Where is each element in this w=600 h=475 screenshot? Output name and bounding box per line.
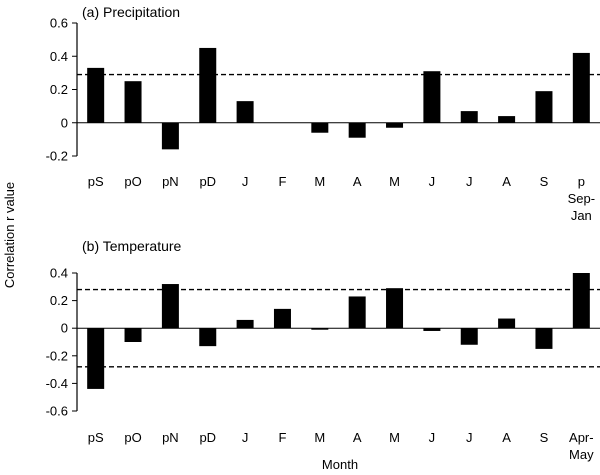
precipitation-bar bbox=[199, 47, 217, 123]
temperature-bar bbox=[199, 328, 217, 347]
precipitation-category-label: pD bbox=[199, 174, 216, 189]
precipitation-category-label: Jan bbox=[571, 208, 592, 223]
temperature-y-tick-label: 0.2 bbox=[50, 293, 68, 308]
precipitation-bar bbox=[348, 122, 366, 138]
y-axis-title: Correlation r value bbox=[2, 182, 17, 288]
precipitation-bar bbox=[572, 52, 590, 123]
precipitation-category-label: A bbox=[502, 174, 511, 189]
precipitation-bar bbox=[535, 91, 553, 123]
temperature-bar bbox=[273, 308, 291, 329]
temperature-category-label: J bbox=[466, 430, 473, 445]
temperature-y-tick-label: 0 bbox=[61, 321, 68, 336]
precipitation-panel-title: (a) Precipitation bbox=[82, 4, 180, 20]
temperature-category-label: May bbox=[569, 447, 594, 462]
temperature-y-tick-label: -0.2 bbox=[46, 348, 68, 363]
temperature-category-label: A bbox=[502, 430, 511, 445]
temperature-bar bbox=[423, 328, 441, 331]
temperature-y-tick-label: -0.6 bbox=[46, 404, 68, 419]
temperature-category-label: S bbox=[540, 430, 549, 445]
temperature-category-label: pS bbox=[88, 430, 104, 445]
precipitation-category-label: J bbox=[466, 174, 473, 189]
precipitation-category-label: S bbox=[540, 174, 549, 189]
precipitation-category-label: J bbox=[242, 174, 249, 189]
temperature-y-tick-label: 0.4 bbox=[50, 266, 68, 281]
precipitation-category-label: F bbox=[278, 174, 286, 189]
precipitation-bar bbox=[498, 116, 516, 123]
precipitation-category-label: pO bbox=[124, 174, 141, 189]
temperature-category-label: pN bbox=[162, 430, 179, 445]
temperature-category-label: pO bbox=[124, 430, 141, 445]
temperature-category-label: J bbox=[242, 430, 249, 445]
temperature-bar bbox=[572, 273, 590, 329]
temperature-panel-title: (b) Temperature bbox=[82, 238, 182, 254]
precipitation-bar bbox=[386, 122, 404, 128]
precipitation-category-label: M bbox=[389, 174, 400, 189]
precipitation-y-tick-label: 0.2 bbox=[50, 82, 68, 97]
temperature-category-label: J bbox=[429, 430, 436, 445]
temperature-category-label: Apr- bbox=[569, 430, 594, 445]
precipitation-bar bbox=[161, 122, 179, 150]
precipitation-y-tick-label: 0 bbox=[61, 115, 68, 130]
temperature-bar bbox=[124, 328, 142, 342]
temperature-bar bbox=[386, 288, 404, 329]
precipitation-category-label: J bbox=[429, 174, 436, 189]
precipitation-y-tick-label: -0.2 bbox=[46, 149, 68, 164]
temperature-category-label: pD bbox=[199, 430, 216, 445]
precipitation-bar bbox=[236, 101, 254, 123]
temperature-bar bbox=[498, 318, 516, 329]
precipitation-category-label: M bbox=[314, 174, 325, 189]
precipitation-bar bbox=[311, 122, 329, 133]
precipitation-bar bbox=[423, 71, 441, 123]
temperature-bar bbox=[161, 284, 179, 329]
precipitation-category-label: Sep- bbox=[568, 191, 595, 206]
temperature-category-label: F bbox=[278, 430, 286, 445]
precipitation-category-label: pS bbox=[88, 174, 104, 189]
precipitation-y-tick-label: 0.4 bbox=[50, 49, 68, 64]
temperature-bar bbox=[311, 328, 329, 330]
precipitation-category-label: pN bbox=[162, 174, 179, 189]
temperature-bar bbox=[87, 328, 105, 389]
precipitation-bar bbox=[124, 81, 142, 123]
precipitation-category-label: A bbox=[353, 174, 362, 189]
temperature-category-label: M bbox=[314, 430, 325, 445]
temperature-category-label: M bbox=[389, 430, 400, 445]
x-axis-title: Month bbox=[322, 457, 358, 472]
temperature-bar bbox=[348, 296, 366, 329]
precipitation-bar bbox=[87, 67, 105, 123]
precipitation-category-label: p bbox=[578, 174, 585, 189]
temperature-bar bbox=[460, 328, 478, 345]
temperature-category-label: A bbox=[353, 430, 362, 445]
precipitation-bar bbox=[460, 111, 478, 123]
precipitation-y-tick-label: 0.6 bbox=[50, 16, 68, 31]
temperature-bar bbox=[535, 328, 553, 349]
temperature-y-tick-label: -0.4 bbox=[46, 376, 68, 391]
temperature-bar bbox=[236, 319, 254, 329]
